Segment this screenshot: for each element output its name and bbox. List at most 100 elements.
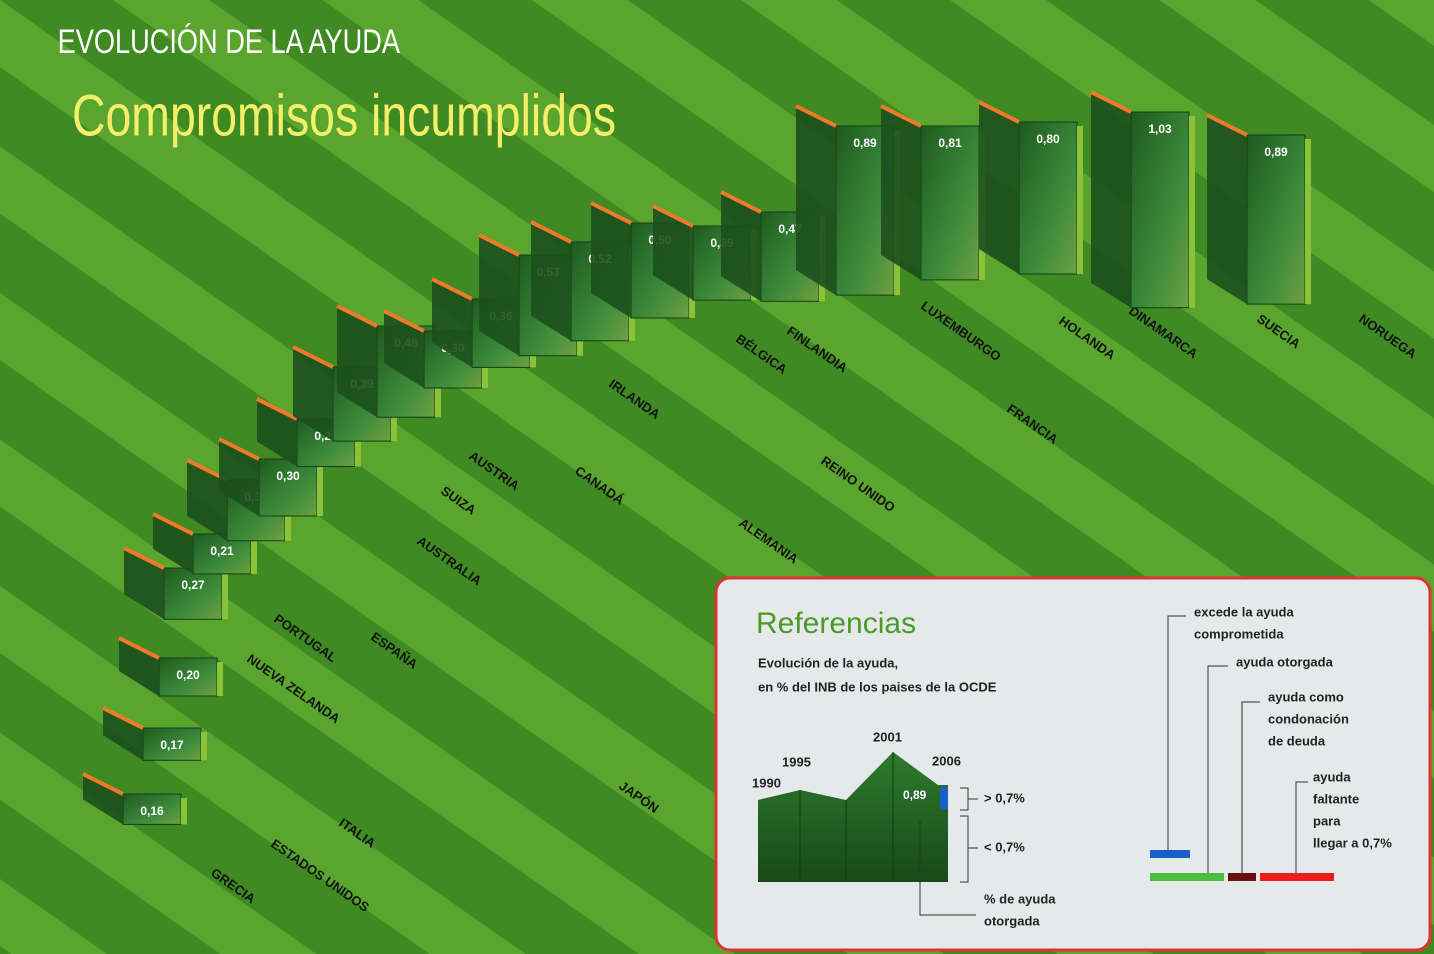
swatch-given — [1150, 873, 1224, 881]
panel-edge — [431, 277, 473, 301]
exceeds-swatch — [940, 787, 948, 809]
panel-side — [317, 463, 323, 516]
value-label: 0,89 — [853, 136, 877, 150]
panel-edge — [1090, 90, 1132, 114]
legend-title: Referencias — [756, 607, 916, 640]
year: 1995 — [782, 754, 811, 769]
panel-back — [979, 102, 1019, 274]
legend-subtitle: en % del INB de los paises de la OCDE — [758, 679, 997, 694]
panel-side — [1305, 139, 1311, 305]
bracket — [919, 787, 978, 916]
panel-side — [355, 423, 361, 467]
given-pct: % de ayuda — [984, 891, 1056, 906]
leader-lines — [1167, 615, 1308, 874]
panel-edge — [256, 397, 298, 421]
title: Compromisos incumplidos — [72, 83, 616, 148]
panel-back — [153, 514, 193, 574]
panel-edge — [336, 304, 378, 328]
panel-side — [181, 798, 187, 825]
value-label: 1,03 — [1148, 122, 1172, 136]
swatch-debt — [1228, 873, 1256, 881]
panel-back — [881, 106, 921, 280]
panel-edge — [478, 233, 520, 257]
legend-item: excede la ayuda — [1194, 604, 1294, 619]
panel-back — [103, 708, 143, 761]
value-label: 0,27 — [181, 578, 205, 592]
value-label: 0,89 — [1264, 145, 1288, 159]
panel-back — [591, 203, 631, 318]
year: 1990 — [752, 775, 781, 790]
panel-edge — [720, 190, 762, 214]
panel — [122, 793, 182, 825]
value-label: 0,17 — [160, 738, 184, 752]
panel-side — [251, 538, 257, 574]
year: 2006 — [932, 753, 961, 768]
panel-edge — [82, 772, 124, 796]
panel-edge — [218, 437, 260, 461]
panel-edge — [530, 220, 572, 244]
panel-back — [119, 638, 159, 696]
legend-item: condonación — [1268, 711, 1349, 726]
panel-back — [83, 774, 123, 825]
panel-edge — [795, 104, 837, 128]
panel-edge — [978, 100, 1020, 124]
panel-back — [531, 222, 571, 341]
legend-item: llegar a 0,7% — [1313, 835, 1392, 850]
panel-edge — [652, 204, 694, 228]
panel-back — [432, 279, 472, 368]
panel-edge — [123, 546, 165, 570]
legend-item: de deuda — [1268, 733, 1326, 748]
value-label: 0,80 — [1036, 132, 1060, 146]
given-pct: otorgada — [984, 913, 1040, 928]
panel-back — [124, 548, 164, 620]
value-label: 0,21 — [210, 544, 234, 558]
legend-item: ayuda otorgada — [1236, 654, 1334, 669]
panel-edge — [880, 104, 922, 128]
legend-sample-panel — [758, 752, 948, 882]
legend-item: para — [1313, 813, 1341, 828]
panel-back — [219, 439, 259, 516]
panel-back — [479, 235, 519, 356]
panel — [1018, 121, 1078, 275]
legend-item: ayuda como — [1268, 689, 1344, 704]
panel-back — [1207, 115, 1247, 305]
value-label: 0,81 — [938, 136, 962, 150]
panel-back — [337, 306, 377, 418]
panel-side — [201, 732, 207, 761]
sample-value: 0,89 — [903, 788, 927, 802]
value-label: 0,16 — [140, 804, 164, 818]
legend-item: ayuda — [1313, 769, 1351, 784]
panel-edge — [292, 345, 334, 369]
value-label: 0,20 — [176, 668, 200, 682]
panel — [1130, 111, 1190, 309]
panel-back — [721, 192, 761, 302]
panel — [1246, 134, 1306, 305]
swatch-exceeds — [1150, 850, 1190, 858]
panel-back — [384, 311, 424, 388]
panel — [258, 458, 318, 517]
swatch-missing — [1260, 873, 1334, 881]
panel-side — [217, 662, 223, 696]
panel — [920, 125, 980, 281]
below-label: < 0,7% — [984, 839, 1025, 854]
panel-side — [1189, 116, 1195, 308]
panel-edge — [118, 636, 160, 660]
panel-edge — [152, 512, 194, 536]
value-label: 0,30 — [276, 469, 300, 483]
panel-side — [1077, 126, 1083, 274]
kicker: EVOLUCIÓN DE LA AYUDA — [58, 22, 401, 61]
panel-edge — [383, 309, 425, 333]
panel-side — [222, 572, 228, 620]
legend-item: faltante — [1313, 791, 1359, 806]
legend-item: comprometida — [1194, 626, 1284, 641]
panel-back — [293, 347, 333, 442]
legend-subtitle: Evolución de la ayuda, — [758, 655, 898, 670]
year: 2001 — [873, 729, 902, 744]
panel-back — [796, 106, 836, 296]
panel-back — [1091, 92, 1131, 308]
panel-back — [187, 460, 227, 541]
legend-box: Referencias Evolución de la ayuda, en % … — [714, 576, 1432, 952]
panel-back — [653, 206, 693, 301]
panel — [163, 567, 223, 620]
